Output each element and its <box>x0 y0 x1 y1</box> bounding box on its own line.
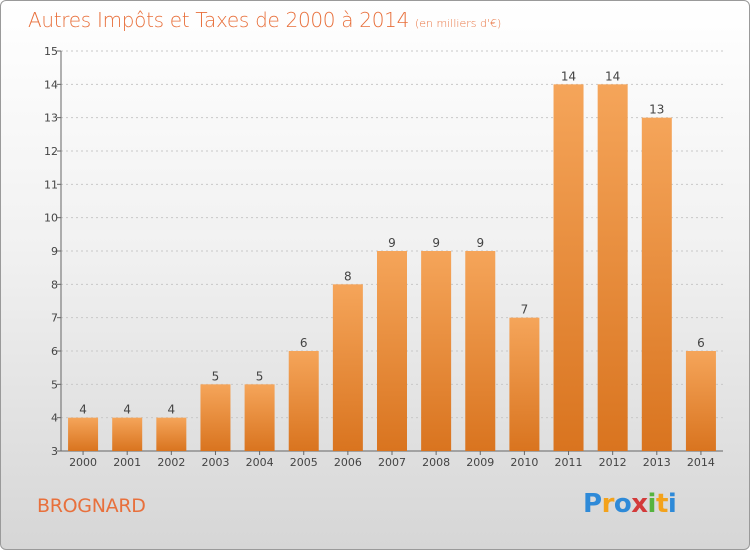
y-tick-label: 12 <box>44 145 58 158</box>
x-tick-label: 2010 <box>510 456 538 469</box>
data-label: 9 <box>432 236 440 250</box>
data-label: 14 <box>605 69 620 83</box>
y-tick-label: 13 <box>44 112 58 125</box>
x-tick-label: 2003 <box>201 456 229 469</box>
x-tick-label: 2007 <box>378 456 406 469</box>
chart-subtitle: (en milliers d'€) <box>415 17 502 30</box>
data-label: 7 <box>521 303 529 317</box>
bar <box>553 84 584 451</box>
bar <box>332 284 363 451</box>
x-tick-label: 2000 <box>69 456 97 469</box>
bar <box>288 351 319 451</box>
data-label: 4 <box>123 403 131 417</box>
x-tick-label: 2014 <box>687 456 715 469</box>
bar <box>200 384 231 451</box>
bar <box>641 117 672 452</box>
x-tick-label: 2001 <box>113 456 141 469</box>
bar <box>597 84 628 451</box>
commune-name: BROGNARD <box>37 495 146 517</box>
y-tick-label: 4 <box>51 412 58 425</box>
y-tick-label: 14 <box>44 78 58 91</box>
data-label: 14 <box>561 69 576 83</box>
bar <box>112 417 143 451</box>
bar <box>68 417 99 451</box>
data-label: 4 <box>168 403 176 417</box>
bar <box>509 317 540 451</box>
y-tick-label: 8 <box>51 278 58 291</box>
y-tick-label: 5 <box>51 378 58 391</box>
x-tick-label: 2012 <box>599 456 627 469</box>
y-tick-label: 3 <box>51 445 58 458</box>
data-label: 13 <box>649 103 664 117</box>
bar <box>421 251 452 451</box>
chart-title: Autres Impôts et Taxes de 2000 à 2014 (en… <box>28 8 501 32</box>
x-tick-label: 2011 <box>555 456 583 469</box>
x-tick-label: 2009 <box>466 456 494 469</box>
data-label: 5 <box>256 369 264 383</box>
data-label: 4 <box>79 403 87 417</box>
bar <box>377 251 407 451</box>
data-label: 6 <box>300 336 308 350</box>
y-tick-label: 10 <box>44 212 58 225</box>
proxiti-logo: Proxiti <box>583 489 677 519</box>
x-tick-label: 2005 <box>290 456 318 469</box>
data-label: 5 <box>212 369 220 383</box>
data-label: 8 <box>344 269 352 283</box>
bar <box>244 384 275 451</box>
x-tick-label: 2008 <box>422 456 450 469</box>
x-tick-label: 2002 <box>157 456 185 469</box>
x-tick-label: 2013 <box>643 456 671 469</box>
x-tick-label: 2004 <box>246 456 274 469</box>
y-tick-label: 11 <box>44 178 58 191</box>
y-tick-label: 6 <box>51 345 58 358</box>
bar <box>156 417 187 451</box>
y-tick-label: 15 <box>44 45 58 58</box>
data-label: 9 <box>388 236 396 250</box>
chart-title-text: Autres Impôts et Taxes de 2000 à 2014 <box>28 8 409 32</box>
bar <box>685 351 716 451</box>
bar <box>465 251 496 451</box>
y-tick-label: 7 <box>51 312 58 325</box>
data-label: 9 <box>476 236 484 250</box>
x-tick-label: 2006 <box>334 456 362 469</box>
y-tick-label: 9 <box>51 245 58 258</box>
data-label: 6 <box>697 336 705 350</box>
